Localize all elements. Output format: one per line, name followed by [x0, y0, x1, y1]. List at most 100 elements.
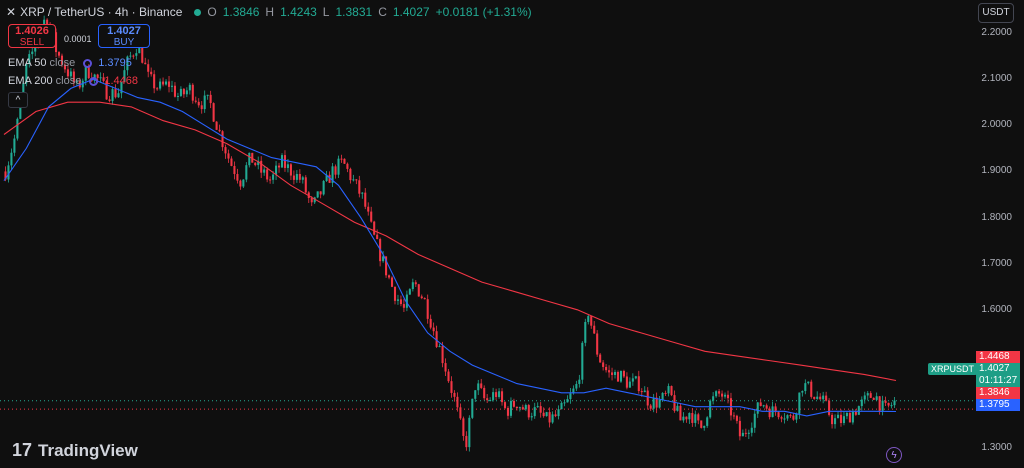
sell-label: SELL [19, 37, 45, 48]
candle-body [277, 165, 281, 168]
candle-body [694, 414, 697, 423]
candle-body [465, 435, 468, 448]
candle-body [444, 363, 447, 372]
ohlc-o-label: O [207, 5, 217, 19]
candle-body [31, 51, 34, 55]
candle-body [875, 396, 878, 400]
candle-body [298, 173, 301, 180]
sell-button[interactable]: 1.4026 SELL [8, 24, 56, 48]
candle-body [176, 95, 179, 97]
candle-body [159, 81, 162, 89]
candle-body [839, 414, 843, 424]
candle-body [575, 383, 578, 389]
buy-button[interactable]: 1.4027 BUY [98, 24, 150, 48]
candle-body [423, 298, 426, 300]
settings-icon[interactable] [89, 76, 99, 86]
symbol-tag: XRPUSDT [928, 363, 978, 375]
candle-body [471, 398, 474, 418]
candle-body [831, 414, 834, 425]
candle-body [361, 192, 364, 194]
candle-body [631, 378, 634, 382]
candle-body [822, 395, 825, 400]
candle-body [87, 66, 90, 79]
candle-body [57, 52, 61, 56]
candle-body [489, 399, 492, 401]
currency-selector[interactable]: USDT [978, 3, 1014, 23]
candle-body [355, 179, 358, 181]
settings-icon[interactable] [83, 58, 93, 68]
candle-body [382, 256, 385, 262]
candle-body [340, 158, 343, 160]
candle-body [539, 406, 542, 413]
candle-body [828, 400, 831, 415]
candle-body [712, 396, 715, 401]
candle-body [63, 64, 66, 70]
candle-body [545, 412, 548, 417]
candle-body [96, 74, 99, 78]
candle-body [25, 63, 28, 84]
candle-body [376, 234, 379, 240]
candle-body [313, 197, 316, 203]
candle-body [887, 402, 890, 406]
candle-body [881, 400, 884, 411]
ohlc-l-label: L [322, 5, 330, 19]
sell-price: 1.4026 [15, 25, 49, 37]
candle-body [807, 381, 810, 384]
candle-body [492, 392, 495, 400]
close-icon[interactable]: ✕ [6, 5, 17, 19]
candle-body [182, 88, 185, 95]
candle-body [605, 366, 608, 371]
candle-body [878, 396, 881, 411]
candle-body [373, 221, 376, 235]
price-axis-label: 1.6000 [981, 303, 1012, 315]
candle-body [616, 371, 620, 382]
ohlc-h-label: H [265, 5, 275, 19]
candle-body [337, 158, 340, 175]
candle-body [863, 395, 866, 400]
candle-body [245, 165, 248, 180]
candle-body [524, 405, 527, 410]
candle-body [156, 88, 159, 90]
candle-body [477, 383, 480, 391]
candle-body [608, 370, 611, 373]
candle-body [325, 174, 328, 181]
candle-body [762, 405, 765, 407]
candle-body [388, 275, 391, 278]
candle-body [393, 286, 397, 301]
candle-body [215, 121, 218, 130]
candle-body [153, 74, 156, 89]
legend-ema50[interactable]: EMA 50 close 1.3795 [8, 57, 132, 69]
price-axis-label: 1.7000 [981, 257, 1012, 269]
candle-body [236, 174, 239, 181]
candle-body [417, 284, 420, 297]
legend-ema200[interactable]: EMA 200 close 1.4468 [8, 75, 138, 87]
candle-body [798, 392, 801, 414]
candle-body [453, 392, 456, 397]
candle-body [144, 62, 147, 65]
candle-body [569, 393, 572, 400]
collapse-legend-button[interactable]: ^ [8, 92, 28, 108]
candle-body [331, 166, 334, 183]
candle-body [759, 402, 762, 406]
candle-body [715, 391, 718, 397]
ema200-price-tag: 1.4468 [976, 351, 1020, 363]
candle-body [566, 399, 569, 403]
candle-body [150, 71, 153, 75]
tradingview-logo[interactable]: 17 TradingView [12, 440, 138, 461]
candle-body [774, 406, 777, 413]
symbol-title[interactable]: XRP / TetherUS · 4h · Binance [20, 5, 183, 19]
candle-body [700, 420, 703, 428]
ema50-price-tag: 1.3795 [976, 399, 1020, 411]
candle-body [548, 412, 551, 423]
candle-body [804, 383, 807, 392]
candle-body [613, 371, 617, 375]
candle-body [280, 155, 284, 168]
candle-body [84, 66, 87, 81]
candle-body [503, 402, 507, 408]
candle-body [691, 413, 694, 423]
lightning-icon[interactable]: ϟ [886, 447, 902, 463]
candle-body [646, 390, 649, 406]
candle-body [352, 179, 355, 181]
candle-body [414, 282, 417, 285]
